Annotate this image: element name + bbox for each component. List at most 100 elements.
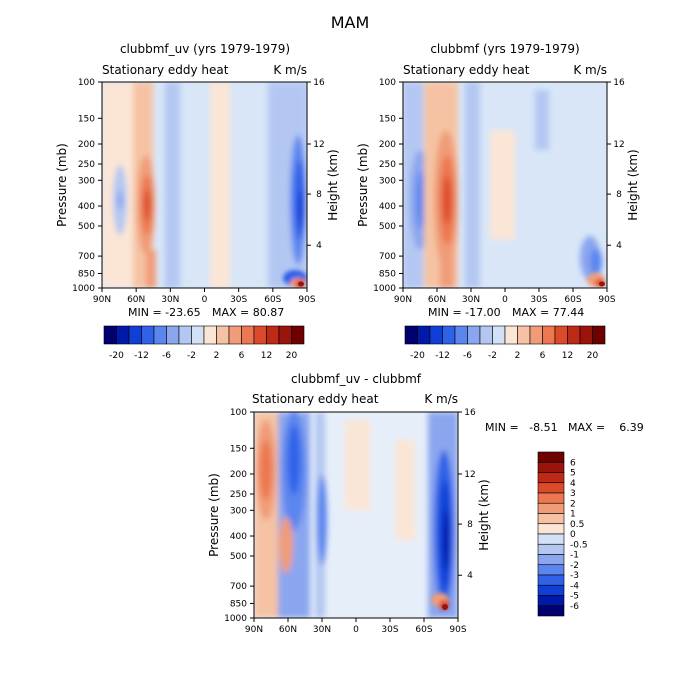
panel-2-colorbar-box: [417, 325, 431, 345]
panel-1-colorbar-box: [191, 325, 205, 345]
panel-2-subtitle-right: K m/s: [573, 63, 607, 77]
panel-1-colorbar-box: [203, 325, 217, 345]
panel-3-x-tick-label: 90N: [245, 625, 263, 635]
panel-1-subtitle-left: Stationary eddy heat: [102, 63, 229, 77]
panel-2-min-label: MIN = -17.00: [428, 306, 501, 319]
panel-3-colorbar-box: [537, 461, 565, 473]
panel-2-y-tick-label: 850: [379, 269, 396, 279]
panel-2-x-tick-label: 30N: [462, 295, 480, 305]
panel-3-x-tick-label: 30S: [381, 625, 398, 635]
panel-2-colorbar-box: [554, 325, 568, 345]
panel-1-subtitle-right: K m/s: [273, 63, 307, 77]
panel-1-colorbar-label: 2: [214, 351, 220, 361]
panel-1-y-tick-label: 700: [78, 252, 95, 262]
panel-1-colorbar: -20 -12 -6 -2 2 6 12 20: [103, 325, 305, 361]
panel-1-y-tick-label: 300: [78, 176, 95, 186]
panel-1-y-tick-label: 1000: [72, 284, 95, 294]
panel-2-y-tick-label: 300: [379, 176, 396, 186]
panel-3-colorbar-label: 4: [570, 479, 576, 489]
panel-1-colorbar-label: 12: [261, 351, 272, 361]
panel-3-colorbar-box: [537, 584, 565, 596]
panel-3-colorbar-box: [537, 595, 565, 607]
panel-2-height-tick-label: 4: [616, 241, 622, 251]
panel-3-colorbar-label: -6: [570, 602, 579, 612]
panel-3-axes: 90N 60N 30N 0 30S 60S 90S 100 150 200 250 300 400 500…: [207, 408, 491, 635]
panel-1-colorbar-box: [116, 325, 130, 345]
panel-3-colorbar-box: [537, 533, 565, 545]
panel-1-colorbar-label: 6: [239, 351, 245, 361]
panel-3-y-tick-label: 1000: [224, 614, 247, 624]
panel-3-colorbar-box: [537, 574, 565, 586]
panel-1-colorbar-box: [241, 325, 255, 345]
panel-3-x-tick-label: 90S: [449, 625, 466, 635]
panel-2-colorbar-box: [567, 325, 581, 345]
panel-3-colorbar-box: [537, 482, 565, 494]
panel-2-field: [403, 82, 607, 288]
panel-3-height-tick-label: 8: [467, 520, 473, 530]
panel-3-y-tick-label: 500: [230, 552, 247, 562]
panel-2-y-tick-label: 700: [379, 252, 396, 262]
panel-3-subtitle-left: Stationary eddy heat: [252, 392, 379, 406]
panel-1-colorbar-box: [153, 325, 167, 345]
panel-2-colorbar-box: [442, 325, 456, 345]
panel-1-x-tick-label: 30S: [230, 295, 247, 305]
panel-2-colorbar-label: -12: [435, 351, 450, 361]
panel-2-colorbar-box: [517, 325, 531, 345]
panel-3-colorbar-label: 6: [570, 458, 576, 468]
panel-1-y-tick-label: 150: [78, 114, 95, 124]
panel-3-height-tick-label: 4: [467, 571, 473, 581]
panel-1-x-tick-label: 60N: [127, 295, 145, 305]
panel-1-x-tick-label: 0: [202, 295, 208, 305]
panel-2-x-tick-label: 0: [502, 295, 508, 305]
panel-1-min-label: MIN = -23.65: [128, 306, 201, 319]
panel-1-colorbar-box: [266, 325, 280, 345]
panel-2-y-tick-label: 100: [379, 78, 396, 88]
panel-1-x-tick-label: 90N: [93, 295, 111, 305]
panel-1-colorbar-box: [253, 325, 267, 345]
panel-3-colorbar-box: [537, 451, 565, 463]
panel-2-colorbar-box: [479, 325, 493, 345]
panel-1-x-tick-label: 30N: [161, 295, 179, 305]
panel-1-y-tick-label: 100: [78, 78, 95, 88]
panel-2-colorbar-box: [467, 325, 481, 345]
panel-3-colorbar-box: [537, 605, 565, 617]
panel-2-y-tick-label: 200: [379, 140, 396, 150]
panel-3-y-tick-label: 300: [230, 506, 247, 516]
panel-3-colorbar-box: [537, 502, 565, 514]
panel-3-colorbar-box: [537, 523, 565, 535]
panel-3-y-tick-label: 400: [230, 532, 247, 542]
panel-3-height-tick-label: 12: [464, 470, 475, 480]
panel-3-colorbar-label: -2: [570, 561, 579, 571]
panel-1-colorbar-box: [228, 325, 242, 345]
panel-3-colorbar-label: 3: [570, 489, 576, 499]
panel-3-colorbar-label: 5: [570, 469, 576, 479]
panel-1-colorbar-label: -12: [134, 351, 149, 361]
panel-1-y-tick-label: 850: [78, 269, 95, 279]
panel-3-min-label: MIN = -8.51: [485, 421, 558, 434]
panel-2: clubbmf (yrs 1979-1979) Stationary eddy …: [402, 42, 608, 289]
panel-3-colorbar-label: 0: [570, 530, 576, 540]
panel-2-colorbar-box: [504, 325, 518, 345]
panel-3-height-tick-label: 16: [464, 408, 476, 418]
panel-3-max-label: MAX = 6.39: [568, 421, 644, 434]
panel-3-y-tick-label: 700: [230, 582, 247, 592]
panel-1-colorbar-label: -20: [109, 351, 124, 361]
panel-3-field: [254, 412, 458, 618]
panel-1-colorbar-label: -2: [187, 351, 196, 361]
panel-2-colorbar-box: [579, 325, 593, 345]
panel-1-y-tick-label: 250: [78, 160, 95, 170]
panel-1-height-tick-label: 4: [316, 241, 322, 251]
panel-3-colorbar-label: -4: [570, 581, 579, 591]
panel-1-colorbar-box: [291, 325, 305, 345]
panel-1-title: clubbmf_uv (yrs 1979-1979): [120, 42, 290, 56]
panel-3-colorbar-box: [537, 513, 565, 525]
panel-3-y-tick-label: 250: [230, 490, 247, 500]
panel-2-colorbar-label: 20: [587, 351, 599, 361]
panel-2-colorbar-box: [429, 325, 443, 345]
panel-3-colorbar-label: -1: [570, 551, 579, 561]
panel-1-colorbar-box: [166, 325, 180, 345]
panel-1-y-tick-label: 500: [78, 222, 95, 232]
panel-3-colorbar-box: [537, 543, 565, 555]
panel-3-colorbar-label: -0.5: [570, 540, 588, 550]
